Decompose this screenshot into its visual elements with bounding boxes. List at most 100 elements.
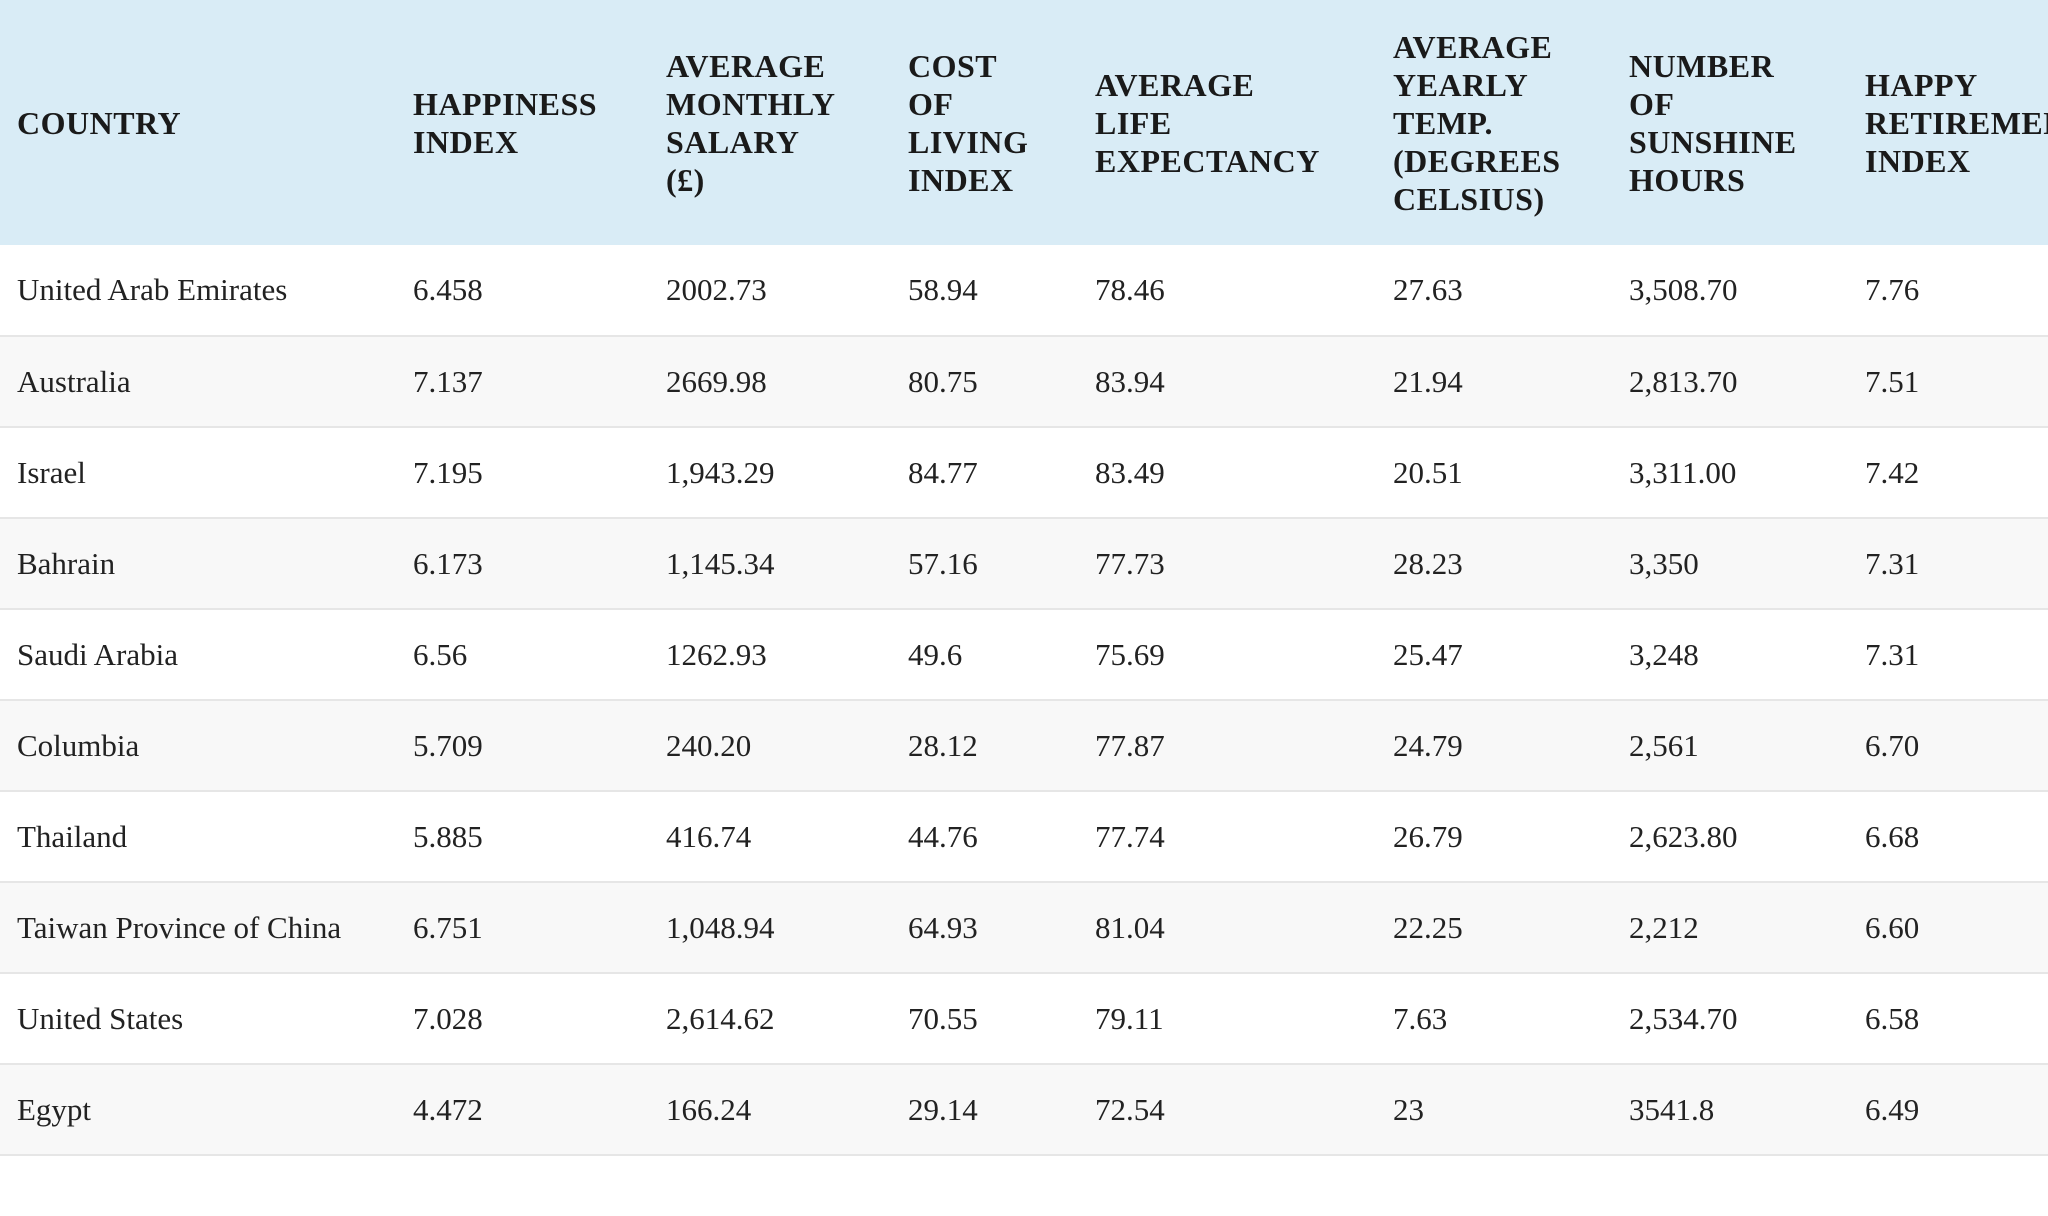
cell-happy-retirement-index: 7.42 (1865, 454, 1920, 490)
cell-sunshine-hours: 3541.8 (1629, 1091, 1715, 1127)
cell-average-life-expectancy: 83.49 (1095, 454, 1165, 490)
cell-happy-retirement-index: 6.68 (1865, 818, 1920, 854)
table-row: Columbia 5.709 240.20 28.12 77.87 24.79 … (0, 700, 2048, 791)
header-happiness-index: HAPPINESS INDEX (413, 85, 598, 160)
cell-sunshine-hours: 2,561 (1629, 727, 1699, 763)
cell-average-monthly-salary: 2669.98 (666, 363, 767, 399)
cell-sunshine-hours: 2,623.80 (1629, 818, 1738, 854)
table-row: United States 7.028 2,614.62 70.55 79.11… (0, 973, 2048, 1064)
cell-happiness-index: 6.458 (413, 272, 483, 307)
cell-average-yearly-temp: 20.51 (1393, 454, 1463, 490)
cell-cost-of-living-index: 70.55 (908, 1000, 978, 1036)
cell-sunshine-hours: 2,212 (1629, 909, 1699, 945)
cell-average-life-expectancy: 77.73 (1095, 545, 1165, 581)
cell-sunshine-hours: 3,311.00 (1629, 454, 1737, 490)
table-row: United Arab Emirates 6.458 2002.73 58.94… (0, 245, 2048, 336)
cell-average-life-expectancy: 77.87 (1095, 727, 1165, 763)
cell-happy-retirement-index: 6.60 (1865, 909, 1920, 945)
header-cost-of-living-index: COST OF LIVING INDEX (908, 47, 1029, 198)
cell-sunshine-hours: 3,248 (1629, 636, 1699, 672)
cell-happiness-index: 6.751 (413, 909, 483, 945)
cell-country: Egypt (17, 1091, 92, 1127)
cell-average-yearly-temp: 24.79 (1393, 727, 1463, 763)
cell-cost-of-living-index: 58.94 (908, 272, 978, 307)
table-header: COUNTRY HAPPINESS INDEX AVERAGE MONTHLY … (0, 0, 2048, 245)
cell-average-life-expectancy: 79.11 (1095, 1000, 1164, 1036)
cell-happiness-index: 6.173 (413, 545, 483, 581)
retirement-comparison-table: COUNTRY HAPPINESS INDEX AVERAGE MONTHLY … (0, 0, 2048, 1155)
cell-average-yearly-temp: 27.63 (1393, 272, 1463, 307)
cell-happiness-index: 7.028 (413, 1000, 483, 1036)
cell-sunshine-hours: 2,534.70 (1629, 1000, 1738, 1036)
cell-average-monthly-salary: 240.20 (666, 727, 752, 763)
header-average-yearly-temp: AVERAGE YEARLY TEMP. (DEGREES CELSIUS) (1393, 28, 1561, 217)
cell-country: Columbia (17, 727, 140, 763)
cell-country: United States (17, 1000, 184, 1036)
table-row: Saudi Arabia 6.56 1262.93 49.6 75.69 25.… (0, 609, 2048, 700)
cell-happiness-index: 7.195 (413, 454, 483, 490)
cell-average-life-expectancy: 75.69 (1095, 636, 1165, 672)
cell-happiness-index: 6.56 (413, 636, 468, 672)
table-row: Australia 7.137 2669.98 80.75 83.94 21.9… (0, 336, 2048, 427)
cell-average-yearly-temp: 7.63 (1393, 1000, 1448, 1036)
cell-happy-retirement-index: 7.76 (1865, 272, 1920, 307)
cell-average-yearly-temp: 23 (1393, 1091, 1424, 1127)
cell-country: Saudi Arabia (17, 636, 178, 672)
table-body: United Arab Emirates 6.458 2002.73 58.94… (0, 245, 2048, 1155)
cell-happy-retirement-index: 6.58 (1865, 1000, 1920, 1036)
cell-happy-retirement-index: 6.49 (1865, 1091, 1920, 1127)
cell-average-monthly-salary: 2002.73 (666, 272, 767, 307)
cell-country: Taiwan Province of China (17, 909, 342, 945)
cell-sunshine-hours: 2,813.70 (1629, 363, 1738, 399)
table-row: Thailand 5.885 416.74 44.76 77.74 26.79 … (0, 791, 2048, 882)
cell-sunshine-hours: 3,350 (1629, 545, 1699, 581)
cell-average-monthly-salary: 166.24 (666, 1091, 752, 1127)
cell-country: Australia (17, 363, 131, 399)
cell-average-life-expectancy: 72.54 (1095, 1091, 1165, 1127)
cell-average-life-expectancy: 77.74 (1095, 818, 1165, 854)
cell-happiness-index: 5.885 (413, 818, 483, 854)
cell-happiness-index: 5.709 (413, 727, 483, 763)
cell-cost-of-living-index: 80.75 (908, 363, 978, 399)
cell-happy-retirement-index: 7.51 (1865, 363, 1920, 399)
header-happy-retirement-index: HAPPY RETIREMENT INDEX (1865, 66, 2048, 179)
header-sunshine-hours: NUMBER OF SUNSHINE HOURS (1629, 47, 1797, 198)
cell-average-yearly-temp: 28.23 (1393, 545, 1463, 581)
cell-country: United Arab Emirates (17, 272, 288, 307)
table-row: Israel 7.195 1,943.29 84.77 83.49 20.51 … (0, 427, 2048, 518)
cell-country: Israel (17, 454, 86, 490)
table-row: Egypt 4.472 166.24 29.14 72.54 23 3541.8… (0, 1064, 2048, 1155)
table-row: Taiwan Province of China 6.751 1,048.94 … (0, 882, 2048, 973)
cell-cost-of-living-index: 84.77 (908, 454, 978, 490)
cell-cost-of-living-index: 44.76 (908, 818, 978, 854)
cell-happy-retirement-index: 7.31 (1865, 636, 1920, 672)
cell-average-yearly-temp: 26.79 (1393, 818, 1463, 854)
cell-average-monthly-salary: 416.74 (666, 818, 752, 854)
cell-cost-of-living-index: 28.12 (908, 727, 978, 763)
table-row: Bahrain 6.173 1,145.34 57.16 77.73 28.23… (0, 518, 2048, 609)
cell-average-monthly-salary: 1262.93 (666, 636, 767, 672)
cell-cost-of-living-index: 57.16 (908, 545, 978, 581)
cell-average-yearly-temp: 22.25 (1393, 909, 1463, 945)
cell-country: Thailand (17, 818, 128, 854)
cell-average-monthly-salary: 1,943.29 (666, 454, 775, 490)
cell-average-monthly-salary: 2,614.62 (666, 1000, 775, 1036)
cell-average-yearly-temp: 25.47 (1393, 636, 1463, 672)
cell-average-life-expectancy: 78.46 (1095, 272, 1165, 307)
cell-happy-retirement-index: 7.31 (1865, 545, 1920, 581)
cell-average-yearly-temp: 21.94 (1393, 363, 1463, 399)
cell-average-life-expectancy: 83.94 (1095, 363, 1165, 399)
cell-sunshine-hours: 3,508.70 (1629, 272, 1738, 307)
cell-happy-retirement-index: 6.70 (1865, 727, 1920, 763)
cell-happiness-index: 7.137 (413, 363, 483, 399)
cell-cost-of-living-index: 29.14 (908, 1091, 978, 1127)
header-row: COUNTRY HAPPINESS INDEX AVERAGE MONTHLY … (0, 0, 2048, 245)
cell-average-life-expectancy: 81.04 (1095, 909, 1165, 945)
cell-country: Bahrain (17, 545, 116, 581)
cell-happiness-index: 4.472 (413, 1091, 483, 1127)
cell-cost-of-living-index: 64.93 (908, 909, 978, 945)
header-average-monthly-salary: AVERAGE MONTHLY SALARY (£) (666, 47, 836, 198)
cell-average-monthly-salary: 1,145.34 (666, 545, 775, 581)
header-country: COUNTRY (17, 104, 182, 141)
